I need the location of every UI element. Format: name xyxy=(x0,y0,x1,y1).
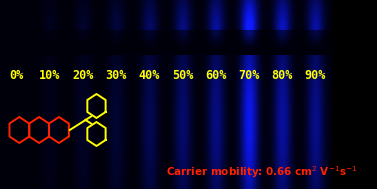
Text: 40%: 40% xyxy=(138,69,160,82)
Text: 0%: 0% xyxy=(9,69,24,82)
Text: 60%: 60% xyxy=(205,69,226,82)
Text: 70%: 70% xyxy=(238,69,259,82)
Text: 30%: 30% xyxy=(106,69,127,82)
Text: 90%: 90% xyxy=(304,69,326,82)
Text: 80%: 80% xyxy=(271,69,293,82)
Text: Carrier mobility: 0.66 cm$^2$ V$^{-1}$s$^{-1}$: Carrier mobility: 0.66 cm$^2$ V$^{-1}$s$… xyxy=(166,164,357,180)
Text: 10%: 10% xyxy=(39,69,60,82)
Text: 50%: 50% xyxy=(172,69,193,82)
Text: 20%: 20% xyxy=(72,69,93,82)
